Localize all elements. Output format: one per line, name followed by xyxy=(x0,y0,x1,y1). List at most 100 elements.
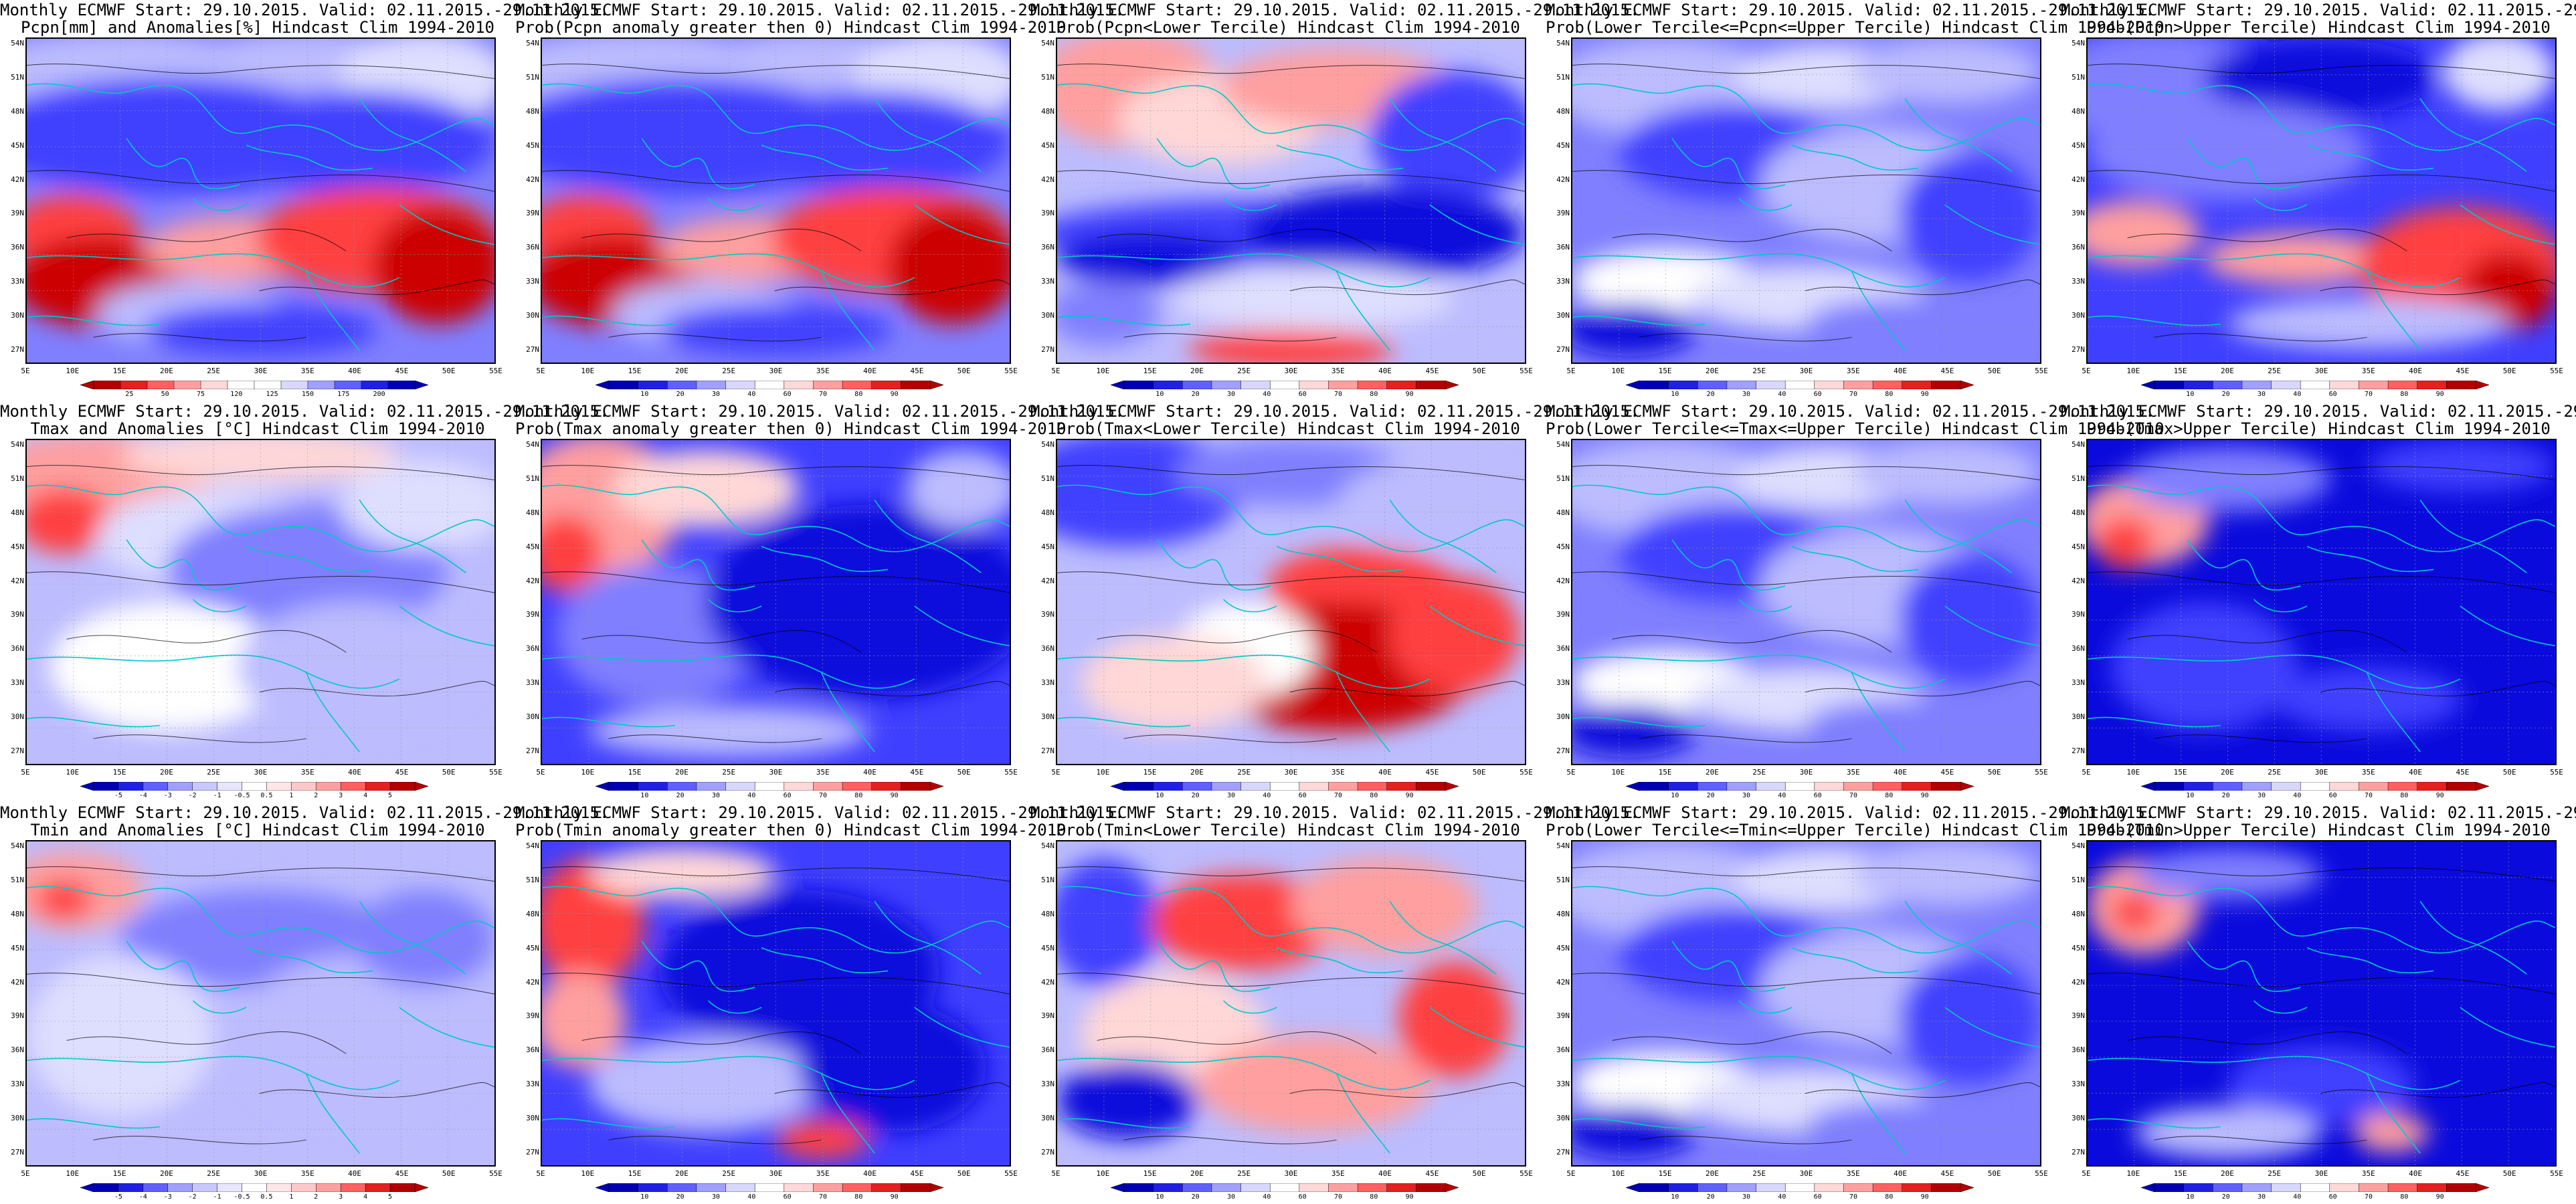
longitude-tick-label: 30E xyxy=(1799,367,1813,375)
colorbar-swatch xyxy=(2329,381,2360,389)
colorbar-swatch xyxy=(1299,782,1329,791)
longitude-tick-label: 35E xyxy=(1331,1169,1345,1178)
coastline xyxy=(27,253,400,288)
colorbar-swatch xyxy=(871,1183,902,1192)
contour-line xyxy=(2088,571,2555,593)
field-blob xyxy=(2110,602,2298,732)
colorbar-tick-label: 20 xyxy=(2221,792,2230,799)
latitude-tick-label: 27N xyxy=(1556,345,1570,354)
colorbar-swatch xyxy=(291,782,317,791)
coastline xyxy=(27,716,160,728)
colorbar-swatch xyxy=(608,381,639,389)
colorbar-swatch xyxy=(1386,381,1417,389)
longitude-tick-label: 25E xyxy=(722,1169,736,1178)
colorbar-swatch xyxy=(1153,381,1184,389)
longitude-tick-label: 40E xyxy=(1378,367,1392,375)
latitude-tick-label: 36N xyxy=(11,243,24,252)
field-blob xyxy=(2227,298,2509,350)
colorbar-swatch xyxy=(2387,1183,2418,1192)
coastline xyxy=(542,484,1010,553)
colorbar-tick-label: 30 xyxy=(1226,391,1236,398)
contour-line xyxy=(66,630,347,653)
colorbar-swatch xyxy=(2183,381,2214,389)
coastline xyxy=(708,1000,762,1014)
longitude-tick-label: 50E xyxy=(442,1169,456,1178)
colorbar-swatch xyxy=(784,1183,814,1192)
colorbar-swatch xyxy=(638,782,668,791)
coastline xyxy=(27,1118,160,1129)
field-blob xyxy=(799,1003,987,1133)
coastline xyxy=(1276,144,1404,171)
colorbar-swatch xyxy=(1211,381,1242,389)
colorbar-swatch xyxy=(242,782,268,791)
colorbar-tick-label: 80 xyxy=(1885,792,1894,799)
coastline xyxy=(399,605,494,647)
longitude-tick-label: 20E xyxy=(674,367,688,375)
map-panel: Monthly ECMWF Start: 29.10.2015. Valid: … xyxy=(515,401,1124,803)
longitude-tick-label: 25E xyxy=(2268,768,2282,777)
coastline xyxy=(1572,654,1946,689)
longitude-tick-label: 45E xyxy=(910,367,924,375)
colorbar-swatch xyxy=(1328,782,1358,791)
coastline xyxy=(2366,270,2421,351)
latitude-tick-label: 45N xyxy=(11,140,24,150)
map-frame xyxy=(2086,439,2557,765)
longitude-tick-label: 30E xyxy=(2314,1169,2328,1178)
contour-line xyxy=(1289,680,1525,697)
longitude-tick-label: 25E xyxy=(1237,367,1251,375)
colorbar-tick-label: 175 xyxy=(337,391,350,398)
coastline xyxy=(1389,900,1497,975)
colorbar-low-arrow xyxy=(80,782,94,791)
coastline xyxy=(820,270,875,351)
colorbar-tick-label: 10 xyxy=(640,1193,649,1201)
latitude-tick-label: 45N xyxy=(1041,140,1054,150)
field-blob xyxy=(907,449,1010,528)
longitude-tick-label: 35E xyxy=(300,367,314,375)
contour-line xyxy=(608,333,822,342)
colorbar-swatch xyxy=(2300,381,2330,389)
longitude-tick-label: 50E xyxy=(1987,768,2001,777)
longitude-tick-label: 5E xyxy=(21,768,30,777)
colorbar-high-arrow xyxy=(2475,782,2489,791)
latitude-tick-label: 36N xyxy=(1041,1045,1054,1055)
colorbar-swatch xyxy=(2300,782,2330,791)
colorbar-tick-label: 60 xyxy=(2328,1193,2337,1201)
latitude-tick-label: 27N xyxy=(11,345,24,354)
colorbar-swatch xyxy=(316,1183,341,1192)
colorbar-swatch xyxy=(2359,782,2389,791)
latitude-tick-label: 51N xyxy=(11,474,24,483)
contour-line xyxy=(27,170,494,192)
latitude-tick-label: 42N xyxy=(2072,977,2085,987)
map-panel: Monthly ECMWF Start: 29.10.2015. Valid: … xyxy=(2061,401,2576,803)
coastline xyxy=(1904,499,2012,573)
colorbar-swatch xyxy=(2241,1183,2272,1192)
field-blob xyxy=(2088,103,2369,201)
longitude-tick-label: 50E xyxy=(2502,367,2516,375)
colorbar-tick-label: 70 xyxy=(2364,792,2373,799)
coastline xyxy=(1791,144,1919,171)
contour-line xyxy=(27,866,494,882)
latitude-tick-label: 51N xyxy=(2072,875,2085,884)
colorbar-tick-label: 60 xyxy=(783,792,792,799)
colorbar-tick-label: 20 xyxy=(2221,391,2230,398)
colorbar-swatch xyxy=(365,1183,391,1192)
longitude-tick-label: 20E xyxy=(2220,367,2234,375)
contour-line xyxy=(1639,333,1852,342)
coastline xyxy=(874,98,982,172)
coastline xyxy=(874,900,982,975)
map-frame xyxy=(1056,37,1526,364)
longitude-tick-label: 20E xyxy=(2220,1169,2234,1178)
colorbar-low-arrow xyxy=(80,1183,94,1192)
map-panel: Monthly ECMWF Start: 29.10.2015. Valid: … xyxy=(1546,401,2165,803)
longitude-tick-label: 10E xyxy=(1611,1169,1625,1178)
colorbar-tick-label: 80 xyxy=(1885,391,1894,398)
coastline xyxy=(126,138,240,189)
colorbar-tick-label: 60 xyxy=(1813,391,1822,398)
latitude-tick-label: 36N xyxy=(2072,243,2085,252)
longitude-tick-label: 40E xyxy=(1894,367,1908,375)
colorbar-swatch xyxy=(842,1183,872,1192)
colorbar-swatch xyxy=(266,782,292,791)
longitude-tick-label: 5E xyxy=(2082,1169,2091,1178)
map-panel: Monthly ECMWF Start: 29.10.2015. Valid: … xyxy=(1030,803,1639,1204)
map-field xyxy=(27,440,494,764)
